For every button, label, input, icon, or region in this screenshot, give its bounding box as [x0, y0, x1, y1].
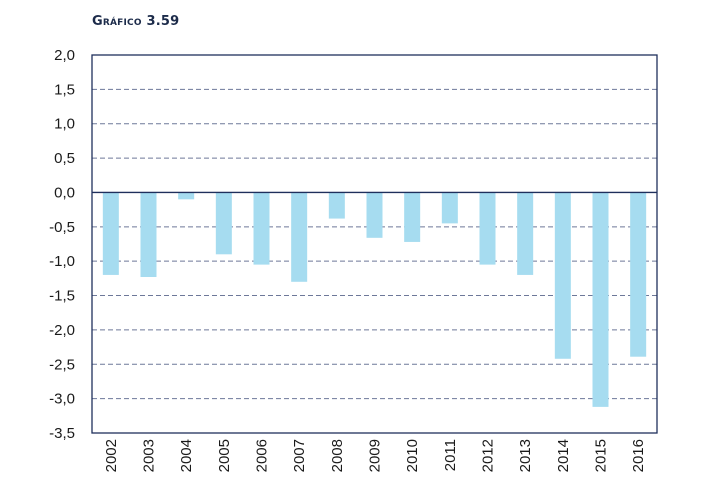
x-tick-label: 2006 — [254, 439, 271, 472]
x-tick-label: 2005 — [216, 439, 233, 472]
x-tick-label: 2009 — [367, 439, 384, 472]
plot-frame — [91, 54, 658, 434]
bar-2016 — [630, 192, 647, 357]
bar-2005 — [215, 192, 232, 255]
x-tick-label: 2007 — [291, 439, 308, 472]
y-tick-label: -3,5 — [49, 425, 75, 442]
bar-2014 — [554, 192, 571, 359]
x-tick-label: 2012 — [480, 439, 497, 472]
x-axis-tick-labels: 2002 2003 2004 2005 2006 2007 2008 2009 2010 2011… — [103, 439, 647, 472]
x-tick-label: 2015 — [593, 439, 610, 472]
y-tick-label: -2,5 — [49, 356, 75, 373]
bar-2012 — [479, 192, 496, 265]
y-tick-label: 0,5 — [54, 150, 75, 167]
x-tick-label: 2014 — [555, 439, 572, 472]
y-axis-tick-labels: 2,0 1,5 1,0 0,5 0,0 -0,5 -1,0 -1,5 -2,0 -2,5 -3,0 -… — [49, 47, 75, 442]
x-tick-label: 2010 — [404, 439, 421, 472]
x-tick-label: 2003 — [141, 439, 158, 472]
bar-2004 — [178, 192, 195, 200]
y-tick-label: 1,0 — [54, 116, 75, 133]
y-tick-label: -1,5 — [49, 288, 75, 305]
y-tick-label: 0,0 — [54, 184, 75, 201]
bar-2008 — [328, 192, 345, 219]
bar-2007 — [291, 192, 308, 282]
bar-2002 — [102, 192, 119, 275]
x-tick-label: 2011 — [442, 439, 459, 471]
x-tick-label: 2008 — [329, 439, 346, 472]
bar-2003 — [140, 192, 157, 277]
bar-2009 — [366, 192, 383, 238]
x-tick-label: 2004 — [178, 439, 195, 472]
bar-2015 — [592, 192, 609, 407]
chart-title: Gráfico 3.59 — [92, 14, 180, 29]
y-tick-label: -2,0 — [49, 322, 75, 339]
bar-2013 — [517, 192, 534, 275]
y-tick-label: -1,0 — [49, 253, 75, 270]
y-tick-label: 1,5 — [54, 81, 75, 98]
bars-group — [102, 192, 647, 407]
y-tick-label: -0,5 — [49, 219, 75, 236]
bar-2011 — [441, 192, 458, 224]
x-tick-label: 2016 — [630, 439, 647, 472]
x-tick-label: 2013 — [517, 439, 534, 472]
bar-2006 — [253, 192, 270, 265]
y-tick-label: 2,0 — [54, 47, 75, 64]
gridlines — [92, 88, 657, 400]
y-tick-label: -3,0 — [49, 391, 75, 408]
bar-2010 — [404, 192, 421, 242]
x-tick-label: 2002 — [103, 439, 120, 472]
